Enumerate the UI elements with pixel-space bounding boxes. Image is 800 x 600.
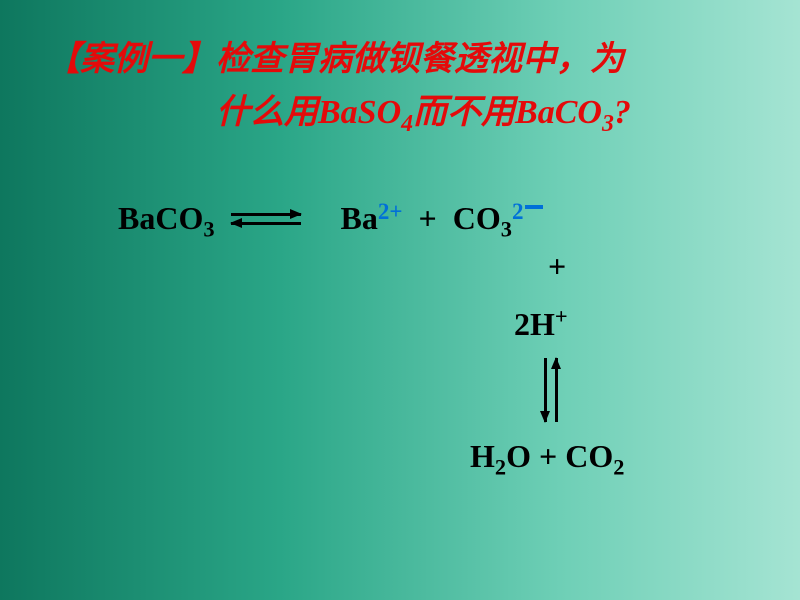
baso4: BaSO [318,94,401,131]
varrow-left [544,358,547,422]
co3-ion: CO32 [453,200,544,237]
title-line2-prefix: 什么用 [216,94,318,131]
co3-charge-num: 2 [512,198,524,224]
hydrogen-ions: 2H+ [514,306,568,343]
ba-ion: Ba2+ [341,200,403,237]
title-block: 【案例一】检查胃病做钡餐透视中，为 什么用BaSO4而不用BaCO3? [46,34,760,139]
title-line1-rest: 检查胃病做钡餐透视中，为 [216,41,624,78]
baso4-sub: 4 [401,110,413,136]
h-charge: + [555,303,568,328]
equilibrium-arrow-vertical [534,358,568,422]
h2o-sub: 2 [495,454,506,479]
baco3-title-sub: 3 [602,110,614,136]
plus-products: + [539,438,565,474]
ba-text: Ba [341,200,378,236]
bracket-open: 【 [46,41,80,78]
title-line2: 什么用BaSO4而不用BaCO3? [46,87,760,140]
case-label: 案例一 [80,41,182,78]
equation-line-1: BaCO3 Ba2+ + CO32 [118,200,543,237]
arrow-bottom [231,222,301,225]
slide-content: 【案例一】检查胃病做钡餐透视中，为 什么用BaSO4而不用BaCO3? BaCO… [0,0,800,600]
baco3-sub: 3 [203,216,214,241]
title-middle: 而不用 [413,94,515,131]
bracket-close: 】 [182,41,216,78]
baco3-title: BaCO [515,94,602,131]
co3-text: CO [453,200,501,236]
co3-sub: 3 [501,216,512,241]
ba-charge: 2+ [378,198,403,224]
h2o-h: H [470,438,495,474]
h2o-o: O [506,438,531,474]
co3-charge-neg [525,205,543,209]
varrow-right [555,358,558,422]
baco3-text: BaCO [118,200,203,236]
plus-vertical: + [548,248,566,285]
h2-text: 2H [514,306,555,342]
baco3: BaCO3 [118,200,215,237]
products: H2O + CO2 [470,438,624,475]
co2-sub: 2 [613,454,624,479]
co2-text: CO [565,438,613,474]
title-qmark: ? [614,94,631,131]
plus-1: + [419,200,437,237]
arrow-top [231,213,301,216]
equilibrium-arrow-horizontal [231,205,301,233]
